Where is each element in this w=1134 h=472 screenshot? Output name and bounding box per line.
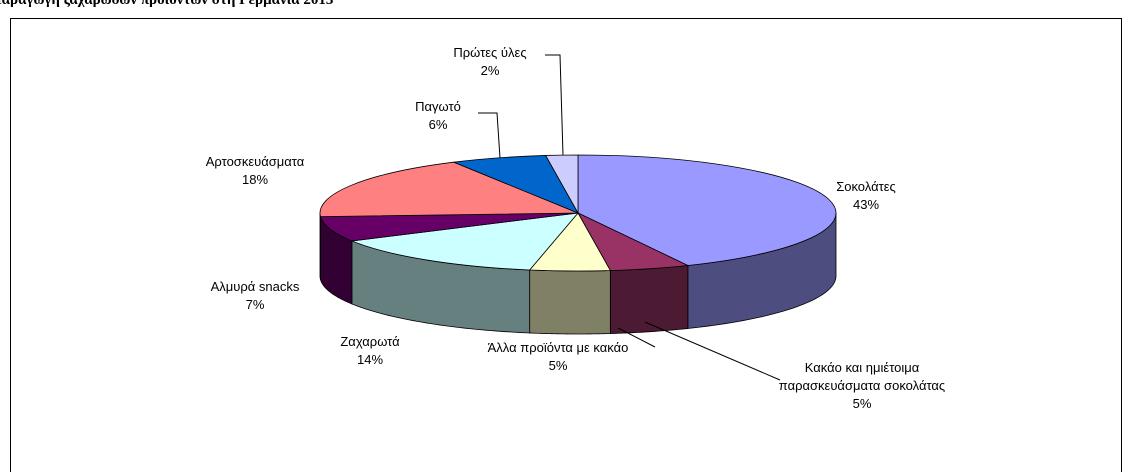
category-label: Αλμυρά snacks <box>210 279 300 294</box>
slice-label: Παγωτό 6% <box>388 98 488 134</box>
slice <box>544 154 579 215</box>
leader-line <box>644 321 781 381</box>
leader-line <box>617 327 656 348</box>
value-label: 14% <box>356 352 384 367</box>
value-label: 6% <box>428 117 448 132</box>
value-label: 5% <box>548 358 568 373</box>
slice-label: Άλλα προϊόντα με κακάο 5% <box>438 339 678 375</box>
slice <box>319 212 579 242</box>
slice-label: Σοκολάτες 43% <box>806 178 926 214</box>
leader-line <box>545 54 564 156</box>
leader-line <box>478 112 501 159</box>
slice <box>319 161 579 218</box>
slice <box>577 154 837 266</box>
slice-label: Ζαχαρωτά 14% <box>310 333 430 369</box>
value-label: 5% <box>852 396 872 411</box>
category-label: Αρτοσκευάσματα <box>205 154 305 169</box>
slice-label: Κακάο και ημιέτοιμα παρασκευάσματα σοκολ… <box>767 359 957 413</box>
value-label: 43% <box>852 197 880 212</box>
value-label: 2% <box>480 63 500 78</box>
category-label: Κακάο και ημιέτοιμα παρασκευάσματα σοκολ… <box>778 360 946 393</box>
category-label: Ζαχαρωτά <box>340 334 400 349</box>
slice-label: Αρτοσκευάσματα 18% <box>175 153 335 189</box>
chart-title: Παραγωγή ζαχαρωδών προϊόντων στη Γερμανί… <box>0 0 334 8</box>
category-label: Σοκολάτες <box>836 179 896 194</box>
slice-side <box>319 212 321 280</box>
slice <box>350 212 579 271</box>
value-label: 7% <box>245 297 265 312</box>
value-label: 18% <box>241 172 269 187</box>
category-label: Άλλα προϊόντα με κακάο <box>487 340 629 355</box>
slice-label: Πρώτες ύλες 2% <box>430 44 550 80</box>
slice-label: Αλμυρά snacks 7% <box>185 278 325 314</box>
slice-side <box>529 269 611 335</box>
category-label: Πρώτες ύλες <box>453 45 527 60</box>
category-label: Παγωτό <box>415 99 461 114</box>
chart-frame <box>10 18 1122 472</box>
